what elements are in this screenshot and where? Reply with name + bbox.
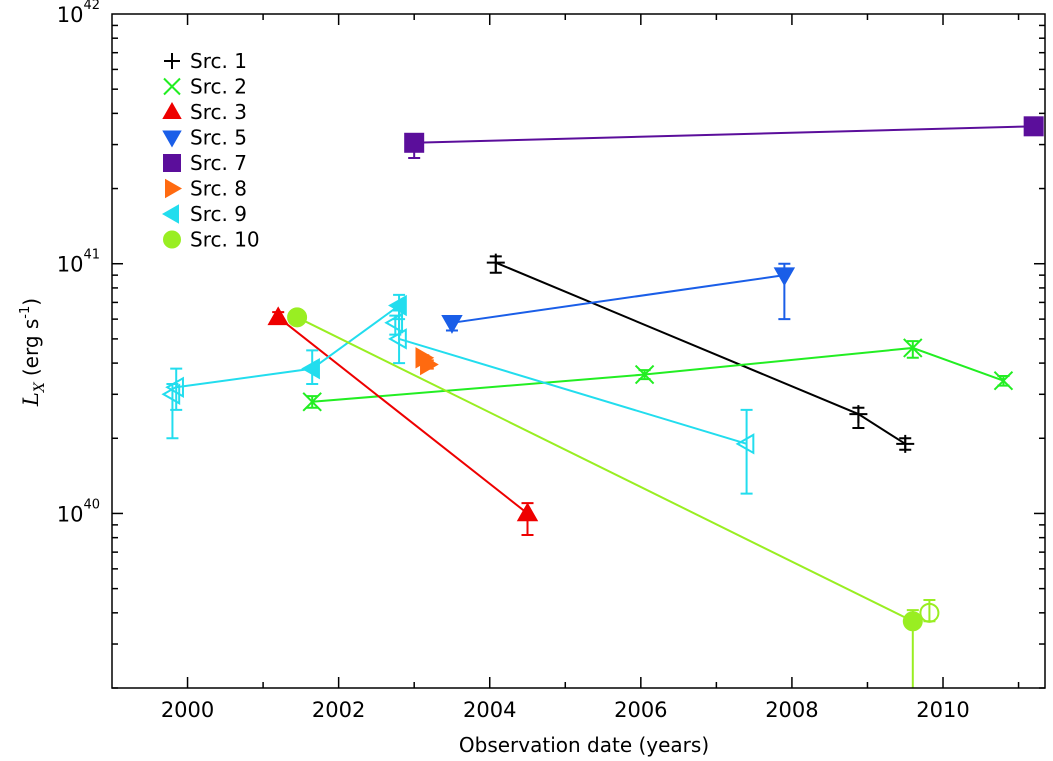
- legend-label: Src. 5: [190, 126, 247, 150]
- data-point: [388, 294, 407, 317]
- legend-label: Src. 8: [190, 177, 247, 201]
- data-point: [161, 383, 181, 406]
- series-src-2: [302, 338, 1014, 412]
- series-src-9: [161, 293, 755, 495]
- x-tick-label: 2002: [312, 698, 365, 722]
- legend-item: Src. 10: [163, 228, 260, 252]
- y-tick-label: 1041: [57, 248, 100, 277]
- legend-marker: [163, 230, 181, 249]
- legend-item: Src. 7: [163, 151, 247, 175]
- error-bar: [393, 309, 406, 365]
- series-src-7: [404, 116, 1044, 160]
- data-point: [634, 364, 655, 385]
- data-point: [441, 315, 463, 334]
- legend-label: Src. 3: [190, 100, 247, 124]
- data-point: [735, 433, 755, 455]
- legend-label: Src. 10: [190, 228, 260, 252]
- data-point: [919, 602, 940, 623]
- data-point: [302, 392, 322, 412]
- x-tick-label: 2000: [161, 698, 214, 722]
- x-tick-label: 2010: [916, 698, 969, 722]
- error-bar: [906, 340, 919, 359]
- legend-marker: [164, 53, 180, 69]
- series-src-1: [486, 253, 915, 453]
- legend-marker: [163, 154, 181, 172]
- legend-item: Src. 1: [164, 49, 247, 73]
- y-tick-label: 1042: [57, 0, 100, 27]
- series-line: [277, 316, 529, 515]
- y-tick-label: 1040: [57, 497, 100, 526]
- series-line: [296, 316, 914, 623]
- data-point: [165, 376, 184, 399]
- legend-label: Src. 9: [190, 202, 247, 226]
- x-tick-label: 2004: [463, 698, 516, 722]
- legend-marker: [162, 101, 182, 119]
- data-point: [903, 338, 923, 358]
- x-axis-title: Observation date (years): [459, 733, 709, 757]
- series-line: [414, 125, 1034, 144]
- series-src-8: [415, 347, 439, 376]
- series-src-10: [287, 307, 940, 688]
- plot-frame: [111, 13, 1046, 689]
- series-layer: [161, 116, 1044, 688]
- svg-text:LX(erg s-1): LX(erg s-1): [18, 298, 48, 407]
- legend-marker: [163, 77, 181, 96]
- data-point: [773, 267, 796, 287]
- legend-marker: [162, 130, 182, 148]
- series-src-5: [441, 262, 796, 334]
- error-bar: [740, 408, 753, 495]
- legend-item: Src. 9: [161, 202, 247, 226]
- data-point: [1023, 116, 1044, 137]
- data-point: [849, 405, 868, 424]
- error-bar: [166, 382, 179, 440]
- data-point: [287, 307, 308, 328]
- legend-item: Src. 5: [162, 126, 247, 150]
- series-src-3: [267, 306, 539, 536]
- data-point: [388, 328, 407, 350]
- legend-item: Src. 8: [165, 177, 247, 201]
- data-point: [301, 357, 320, 380]
- legend-label: Src. 7: [190, 151, 247, 175]
- legend-item: Src. 3: [162, 100, 247, 124]
- series-line: [312, 346, 1004, 403]
- legend-marker: [165, 178, 183, 199]
- series-line: [451, 274, 785, 324]
- x-tick-label: 2006: [614, 698, 667, 722]
- legend-item: Src. 2: [163, 75, 247, 99]
- data-point: [267, 306, 289, 326]
- data-point: [516, 502, 539, 522]
- series-line: [495, 261, 906, 445]
- legend-marker: [161, 204, 179, 224]
- data-point: [420, 353, 439, 376]
- data-point: [486, 253, 505, 272]
- y-axis-title: LX(erg s-1): [18, 298, 48, 407]
- legend-label: Src. 1: [190, 49, 247, 73]
- data-point: [993, 371, 1014, 391]
- series-line: [176, 303, 747, 445]
- legend-label: Src. 2: [190, 75, 247, 99]
- data-point: [384, 312, 404, 334]
- data-point: [902, 611, 923, 632]
- x-tick-label: 2008: [765, 698, 818, 722]
- data-point: [896, 434, 915, 453]
- data-point: [404, 132, 425, 153]
- axes-layer: 2000 2002 2004 2006 2008 2010 1040 1041 1042: [57, 0, 1046, 722]
